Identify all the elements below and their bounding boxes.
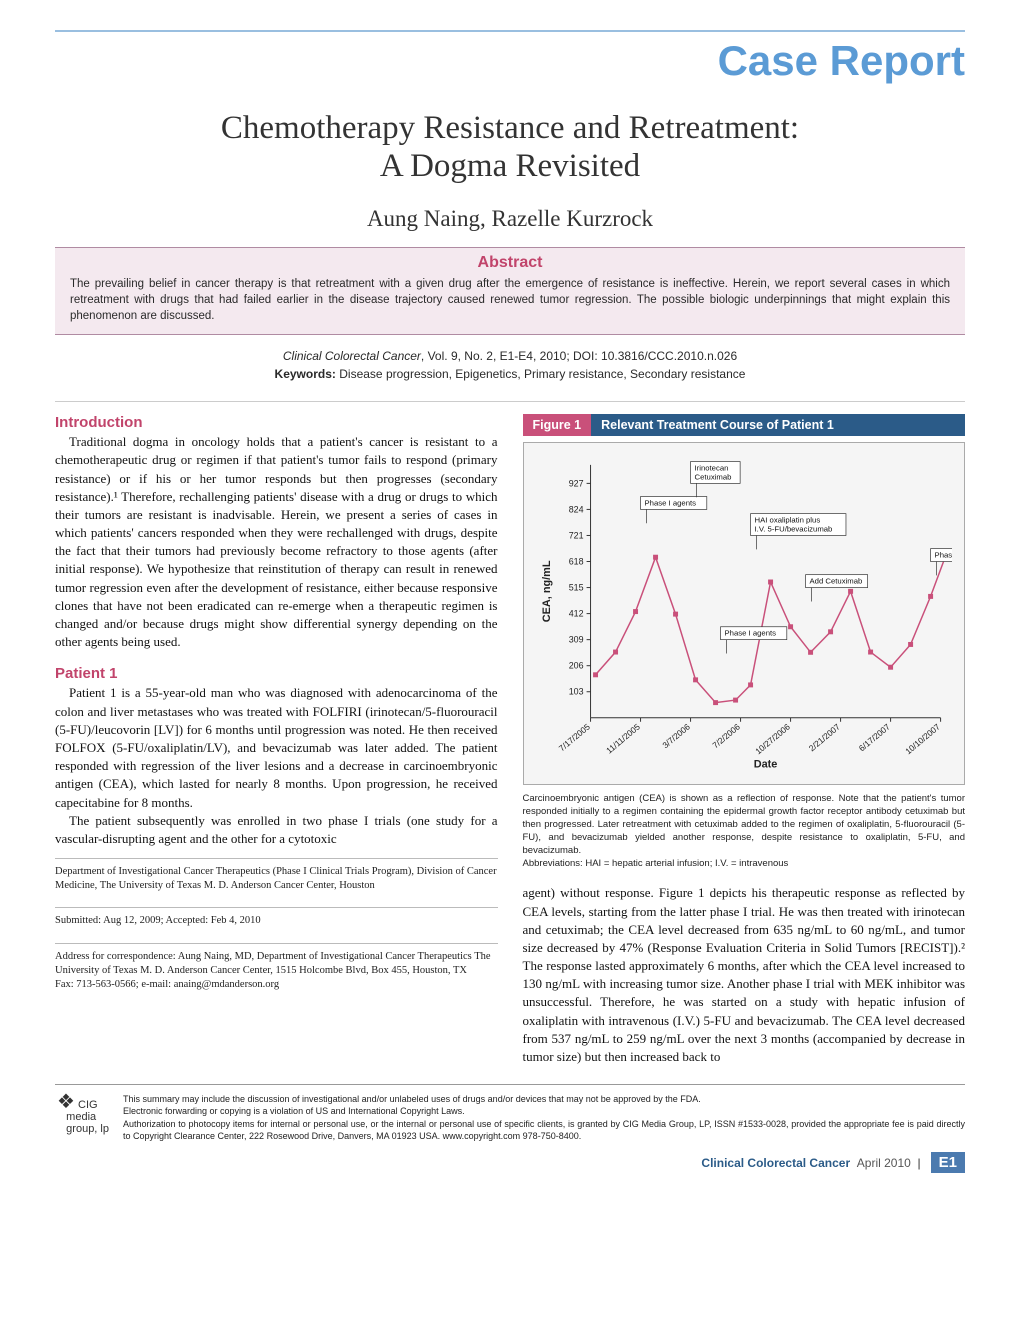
introduction-heading: Introduction <box>55 414 498 431</box>
svg-text:721: 721 <box>568 531 583 541</box>
svg-text:206: 206 <box>568 661 583 671</box>
svg-text:412: 412 <box>568 609 583 619</box>
svg-text:Phase I agents: Phase I agents <box>644 499 696 508</box>
svg-text:515: 515 <box>568 583 583 593</box>
keywords-label: Keywords: <box>275 367 336 381</box>
citation-journal: Clinical Colorectal Cancer <box>283 349 421 363</box>
logo-line-1: CIG <box>78 1099 98 1111</box>
footer-p2: Electronic forwarding or copying is a vi… <box>123 1106 465 1116</box>
svg-text:HAI oxaliplatin plus: HAI oxaliplatin plus <box>754 516 820 525</box>
svg-text:Phase I agents: Phase I agents <box>934 551 952 560</box>
svg-text:10/10/2007: 10/10/2007 <box>903 722 942 757</box>
svg-text:Irinotecan: Irinotecan <box>694 464 728 473</box>
svg-text:824: 824 <box>568 505 583 515</box>
right-column: Figure 1 Relevant Treatment Course of Pa… <box>523 414 966 1066</box>
patient-1-heading: Patient 1 <box>55 665 498 682</box>
figure-number: Figure 1 <box>523 414 592 436</box>
submitted-info: Submitted: Aug 12, 2009; Accepted: Feb 4… <box>55 907 498 932</box>
svg-text:927: 927 <box>568 479 583 489</box>
figure-title: Relevant Treatment Course of Patient 1 <box>591 414 965 436</box>
correspondence-text: Address for correspondence: Aung Naing, … <box>55 951 491 976</box>
logo-line-3: group, lp <box>66 1123 109 1135</box>
footer-text: This summary may include the discussion … <box>123 1093 965 1142</box>
patient-1-para-2: The patient subsequently was enrolled in… <box>55 812 498 848</box>
svg-text:7/2/2006: 7/2/2006 <box>710 722 742 751</box>
figure-abbrev: Abbreviations: HAI = hepatic arterial in… <box>523 858 789 869</box>
svg-text:CEA, ng/mL: CEA, ng/mL <box>540 560 552 622</box>
svg-text:2/21/2007: 2/21/2007 <box>806 722 841 754</box>
dept-info: Department of Investigational Cancer The… <box>55 858 498 897</box>
two-column-body: Introduction Traditional dogma in oncolo… <box>55 401 965 1066</box>
abstract-text: The prevailing belief in cancer therapy … <box>70 276 950 324</box>
logo-line-2: media <box>66 1111 96 1123</box>
title-line-2: A Dogma Revisited <box>380 148 640 184</box>
keywords: Disease progression, Epigenetics, Primar… <box>339 367 745 381</box>
page-number: E1 <box>931 1152 965 1173</box>
footer-p1: This summary may include the discussion … <box>123 1094 701 1104</box>
figure-1: Figure 1 Relevant Treatment Course of Pa… <box>523 414 966 870</box>
svg-text:10/27/2006: 10/27/2006 <box>753 722 792 757</box>
footer-p3: Authorization to photocopy items for int… <box>123 1119 965 1141</box>
citation-block: Clinical Colorectal Cancer, Vol. 9, No. … <box>55 347 965 383</box>
citation-details: , Vol. 9, No. 2, E1-E4, 2010; DOI: 10.38… <box>421 349 737 363</box>
abstract-heading: Abstract <box>70 254 950 272</box>
figure-caption-text: Carcinoembryonic antigen (CEA) is shown … <box>523 793 966 855</box>
correspondence-info: Address for correspondence: Aung Naing, … <box>55 943 498 997</box>
article-title: Chemotherapy Resistance and Retreatment:… <box>55 110 965 186</box>
abstract-block: Abstract The prevailing belief in cancer… <box>55 247 965 335</box>
svg-text:3/7/2006: 3/7/2006 <box>660 722 692 751</box>
left-column: Introduction Traditional dogma in oncolo… <box>55 414 498 1066</box>
figure-1-caption: Carcinoembryonic antigen (CEA) is shown … <box>523 793 966 870</box>
title-line-1: Chemotherapy Resistance and Retreatment: <box>221 110 799 146</box>
footer: ❖ CIG media group, lp This summary may i… <box>55 1084 965 1142</box>
logo-icon: ❖ <box>57 1091 75 1113</box>
svg-text:309: 309 <box>568 635 583 645</box>
figure-title-bar: Figure 1 Relevant Treatment Course of Pa… <box>523 414 966 436</box>
svg-text:Add Cetuximab: Add Cetuximab <box>809 577 862 586</box>
footer-date: April 2010 <box>857 1156 911 1170</box>
figure-1-chart: 103 206 309 412 515 618 721 824 927 7/17/2005 11/1… <box>536 455 953 772</box>
introduction-paragraph: Traditional dogma in oncology holds that… <box>55 433 498 651</box>
case-report-label: Case Report <box>55 30 965 85</box>
svg-text:I.V. 5-FU/bevacizumab: I.V. 5-FU/bevacizumab <box>754 525 832 534</box>
authors: Aung Naing, Razelle Kurzrock <box>55 206 965 232</box>
publisher-logo: ❖ CIG media group, lp <box>55 1093 109 1135</box>
svg-text:618: 618 <box>568 557 583 567</box>
svg-text:7/17/2005: 7/17/2005 <box>556 722 591 754</box>
svg-text:103: 103 <box>568 687 583 697</box>
article-page: Case Report Chemotherapy Resistance and … <box>0 0 1020 1196</box>
svg-text:Cetuximab: Cetuximab <box>694 473 731 482</box>
footer-journal: Clinical Colorectal Cancer <box>701 1156 850 1170</box>
svg-text:Date: Date <box>753 759 777 771</box>
svg-text:6/17/2007: 6/17/2007 <box>856 722 891 754</box>
svg-text:11/11/2005: 11/11/2005 <box>604 722 642 756</box>
patient-1-para-1: Patient 1 is a 55-year-old man who was d… <box>55 684 498 811</box>
right-body-para-1: agent) without response. Figure 1 depict… <box>523 884 966 1066</box>
page-footer: Clinical Colorectal Cancer April 2010 |E… <box>55 1154 965 1171</box>
chart-container: 103 206 309 412 515 618 721 824 927 7/17/2005 11/1… <box>523 442 966 785</box>
svg-text:Phase I agents: Phase I agents <box>724 629 776 638</box>
fax-email: Fax: 713-563-0566; e-mail: anaing@mdande… <box>55 979 279 990</box>
